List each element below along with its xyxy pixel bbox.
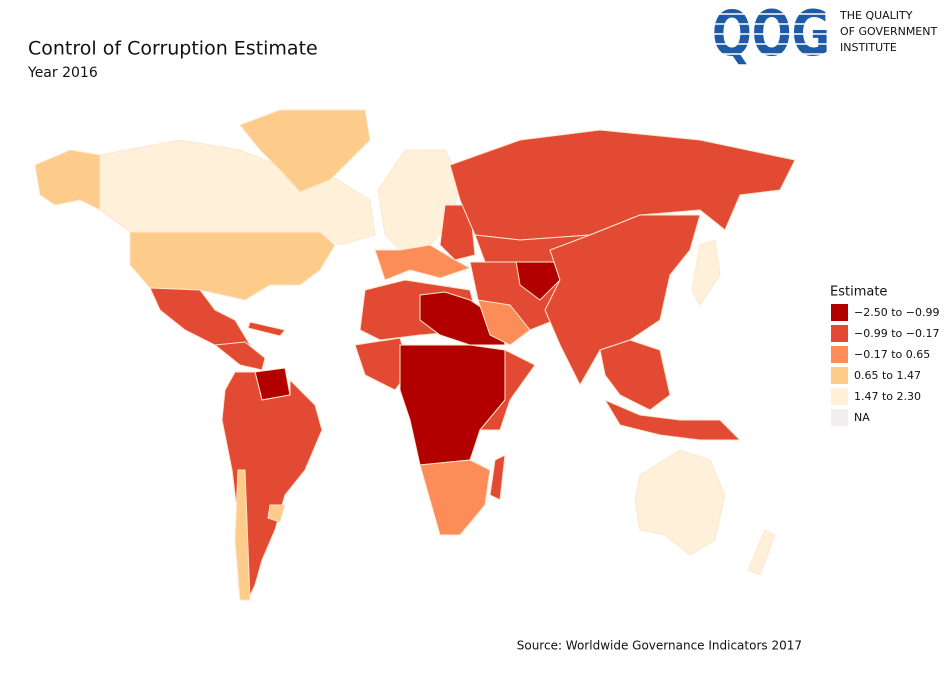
east-africa bbox=[478, 349, 536, 431]
legend-label: 1.47 to 2.30 bbox=[854, 390, 921, 403]
central-america bbox=[213, 341, 266, 371]
legend-swatch bbox=[831, 388, 848, 405]
madagascar bbox=[489, 454, 506, 501]
alaska bbox=[34, 149, 101, 211]
new-zealand bbox=[747, 529, 776, 576]
southern-europe bbox=[374, 244, 472, 281]
indonesia bbox=[603, 398, 742, 441]
legend-label: −0.17 to 0.65 bbox=[854, 348, 930, 361]
legend-title: Estimate bbox=[830, 285, 887, 300]
legend-label: 0.65 to 1.47 bbox=[854, 369, 921, 382]
canada bbox=[99, 139, 376, 246]
legend-label: −2.50 to −0.99 bbox=[854, 306, 939, 319]
legend-swatch bbox=[831, 409, 848, 426]
subtitle: Year 2016 bbox=[27, 65, 98, 81]
japan bbox=[691, 239, 721, 306]
legend-swatch bbox=[831, 367, 848, 384]
chile bbox=[234, 469, 251, 601]
uruguay bbox=[267, 504, 286, 523]
legend-label: NA bbox=[854, 411, 870, 424]
legend-swatch bbox=[831, 325, 848, 342]
legend-swatch bbox=[831, 346, 848, 363]
legend-label: −0.99 to −0.17 bbox=[854, 327, 939, 340]
united-states bbox=[129, 231, 336, 301]
logo-stripes bbox=[708, 13, 834, 55]
world-map bbox=[34, 109, 796, 602]
southern-africa bbox=[419, 459, 491, 536]
arabia bbox=[477, 299, 531, 346]
libya-sudan bbox=[419, 291, 506, 346]
source: Source: Worldwide Governance Indicators … bbox=[517, 639, 802, 653]
australia bbox=[634, 449, 726, 556]
caribbean bbox=[247, 321, 286, 337]
logo-mark: QOG bbox=[712, 0, 830, 70]
greenland bbox=[239, 109, 371, 193]
legend: Estimate −2.50 to −0.99 −0.99 to −0.17 −0.… bbox=[830, 285, 939, 426]
legend-swatch bbox=[831, 304, 848, 321]
logo-line: INSTITUTE bbox=[840, 41, 897, 54]
title: Control of Corruption Estimate bbox=[28, 38, 318, 60]
china-india bbox=[544, 214, 701, 387]
logo-line: OF GOVERNMENT bbox=[840, 25, 937, 38]
logo-line: THE QUALITY bbox=[839, 9, 913, 22]
logo: QOG THE QUALITY OF GOVERNMENT INSTITUTE bbox=[708, 0, 937, 70]
southeast-asia bbox=[599, 339, 671, 411]
